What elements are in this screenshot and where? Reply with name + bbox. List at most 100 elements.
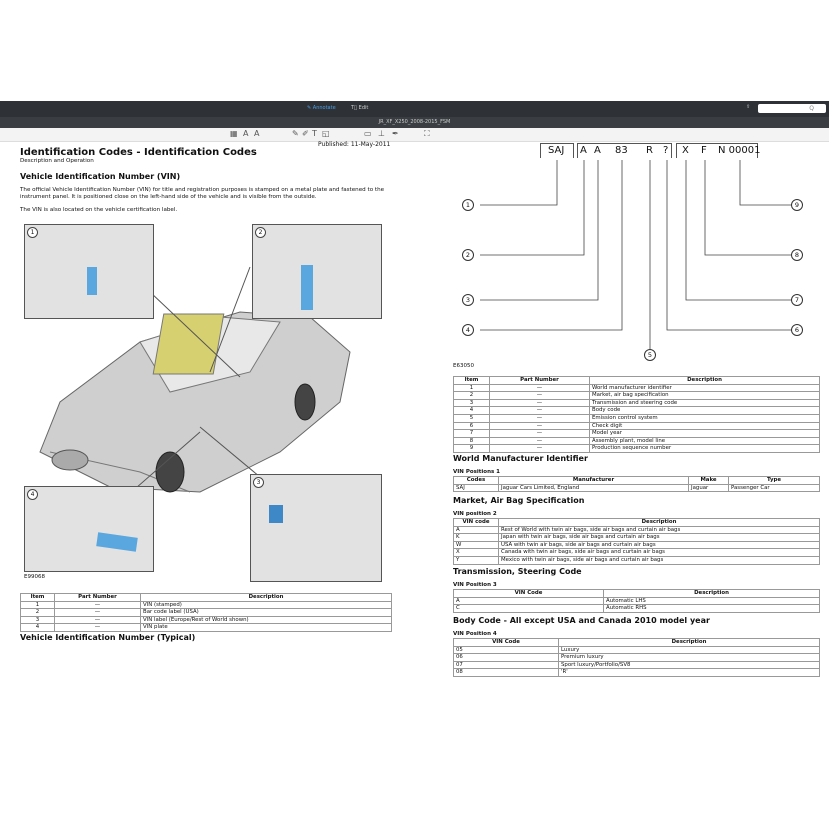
table-cell: — [489,391,590,400]
paragraph-cert-label: The VIN is also located on the vehicle c… [20,207,178,213]
table-row: 4— Body code [453,406,820,415]
table-cell: — [489,429,590,438]
app-top-bar: ✎ Annotate T⃒ Edit ⇪ [0,101,829,117]
table-cell: C [453,604,604,613]
callout-5: 5 [644,349,656,361]
vin-char: X [682,145,689,156]
highlighter-icon[interactable]: ✐ [302,129,309,138]
vin-char: A [580,145,587,156]
inset-1: 1 [24,224,154,319]
fullscreen-icon[interactable]: ⛶ [424,129,430,138]
body-code-heading: Body Code - All except USA and Canada 20… [453,616,710,625]
annotate-mode-button[interactable]: ✎ Annotate [307,105,336,111]
body-code-table: VIN Code Description 05 Luxury 06 Premium lux… [453,638,820,677]
table-cell: A [453,525,499,535]
table-row: 05 Luxury [453,645,820,655]
market-heading: Market, Air Bag Specification [453,496,585,505]
table-cell: 7 [453,429,490,438]
vin-stamp-highlight [87,267,97,295]
section-heading-vin-typical: Vehicle Identification Number (Typical) [20,633,196,642]
table-cell: Automatic LHS [603,596,820,606]
text-tool-icon[interactable]: T [312,129,317,138]
table-row: SAJ Jaguar Cars Limited, England Jaguar Pas… [453,483,820,493]
table-cell: X [453,548,499,557]
wmi-heading: World Manufacturer Identifier [453,454,588,463]
inset-2: 2 [252,224,382,319]
vin-positions-table: Item Part Number Description 1— World manufa… [453,376,820,453]
table-cell: 'R' [558,668,820,677]
table-cell: Rest of World with twin air bags, side a… [498,525,820,535]
table-cell: 08 [453,668,559,677]
page-subtitle: Description and Operation [20,158,94,164]
table-cell: K [453,533,499,542]
font-style-icon[interactable]: A [254,129,260,138]
car-illustration [39,266,351,503]
shape-icon[interactable]: ◱ [322,129,330,138]
table-cell: 9 [453,444,490,453]
table-cell: Japan with twin air bags, side air bags … [498,533,820,542]
callout-lines [480,160,791,349]
table-row: Y Mexico with twin air bags, side air bag… [453,555,820,565]
table-cell: 6 [453,421,490,431]
table-cell: Model year [589,429,820,438]
vin-label-highlight [269,505,283,523]
signature-icon[interactable]: ✒ [392,129,399,138]
table-cell: World manufacturer identifier [589,383,820,393]
search-input[interactable]: Q [758,104,826,113]
table-cell: — [489,436,590,446]
published-date: Published: 11-May-2011 [318,141,391,148]
vin-figure-label: E63050 [453,363,474,369]
table-cell: — [489,383,590,393]
table-cell: Premium luxury [558,653,820,662]
callout-6: 6 [791,324,803,336]
callout-8: 8 [791,249,803,261]
column-header: VIN code [453,518,499,527]
table-row: 3— Transmission and steering code [453,398,820,408]
table-cell: 5 [453,413,490,423]
column-header: Item [453,376,490,385]
market-caption: VIN position 2 [453,511,497,517]
share-icon[interactable]: ⇪ [746,104,751,110]
table-cell: 06 [453,653,559,662]
table-cell: Canada with twin air bags, side air bags… [498,548,820,557]
table-cell: 3 [453,398,490,408]
table-row: 08 'R' [453,668,820,677]
transmission-table: VIN Code Description A Automatic LHS C Automa… [453,589,820,613]
table-row: A Rest of World with twin air bags, side … [453,525,820,535]
table-row: 1— World manufacturer identifier [453,383,820,393]
callout-9: 9 [791,199,803,211]
table-row: K Japan with twin air bags, side air bags… [453,533,820,542]
vin-box-wmi [540,143,574,158]
section-heading-vin: Vehicle Identification Number (VIN) [20,172,181,181]
thumbnails-icon[interactable]: ▦ [230,129,238,138]
page-title: Identification Codes - Identification Co… [20,147,257,158]
vin-char: ? [663,145,669,156]
table-cell: — [489,413,590,423]
note-icon[interactable]: ▭ [364,129,372,138]
vin-plate-highlight [96,532,138,552]
edit-mode-button[interactable]: T⃒ Edit [351,105,369,111]
table-cell: Check digit [589,421,820,431]
table-row: 9— Production sequence number [453,444,820,453]
table-cell: Luxury [558,645,820,655]
table-row: 06 Premium luxury [453,653,820,662]
table-cell: Emission control system [589,413,820,423]
annotation-toolbar: ▦ A A ✎ ✐ T ◱ ▭ ⊥ ✒ ⛶ [0,128,829,142]
column-header: VIN Code [453,589,604,598]
inset-3: 3 [250,474,382,582]
table-cell: 2 [453,391,490,400]
table-row: 2— Market, air bag specification [453,391,820,400]
table-row: 8— Assembly plant, model line [453,436,820,446]
figure-label: E99068 [24,574,45,580]
vin-location-figure: 1 2 3 4 E99068 [20,222,392,584]
document-title: JR_XF_X250_2008-2015_FSM [0,117,829,128]
vin-char: A [594,145,601,156]
column-header: Description [589,376,820,385]
table-cell: Transmission and steering code [589,398,820,408]
table-cell: Assembly plant, model line [589,436,820,446]
table-row: 1— VIN (stamped) [20,600,392,610]
stamp-icon[interactable]: ⊥ [378,129,385,138]
table-row: 2— Bar code label (USA) [20,608,392,617]
pencil-icon[interactable]: ✎ [292,129,299,138]
font-size-icon[interactable]: A [243,129,249,138]
